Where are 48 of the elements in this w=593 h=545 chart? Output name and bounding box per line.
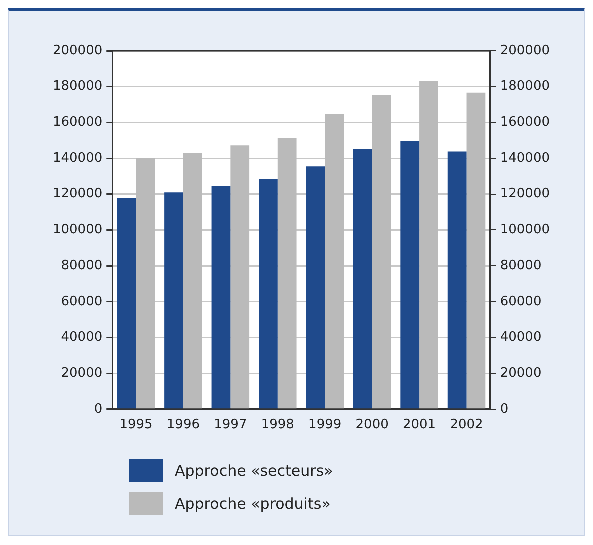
x-tick-label: 1998 <box>261 418 294 433</box>
bar <box>400 141 420 409</box>
y-tick-label: 60000 <box>500 294 542 310</box>
legend-label: Approche «produits» <box>175 494 331 512</box>
bar <box>278 138 297 409</box>
y2-tick-label: 200000 <box>52 43 103 58</box>
x-tick-label: 2000 <box>356 418 389 433</box>
y2-tick-label: 140000 <box>52 150 103 166</box>
bar <box>466 92 486 409</box>
bar <box>353 150 372 409</box>
y-tick-label: 160000 <box>500 115 550 130</box>
x-tick-label: 1996 <box>166 418 200 433</box>
y-tick-label: 100000 <box>500 222 550 238</box>
y-tick-label: 80000 <box>500 258 542 274</box>
y2-tick-label: 80000 <box>61 258 103 274</box>
y-tick-label: 180000 <box>500 79 550 94</box>
y2-tick-label: 60000 <box>61 294 103 310</box>
y2-tick-label: 40000 <box>61 330 103 346</box>
bar <box>259 179 278 409</box>
bar <box>183 152 202 409</box>
y-tick-label: 120000 <box>500 186 550 202</box>
y2-tick-label: 180000 <box>52 79 103 94</box>
bar <box>420 81 438 409</box>
legend-label: Approche «secteurs» <box>175 462 334 480</box>
y2-tick-label: 100000 <box>52 222 103 238</box>
x-tick-label: 1997 <box>214 418 248 433</box>
bar <box>372 95 392 409</box>
y2-tick-label: 0 <box>94 402 103 417</box>
bar <box>306 166 326 409</box>
bar <box>117 198 136 409</box>
y-tick-label: 20000 <box>500 366 542 381</box>
bar <box>448 152 467 409</box>
bar <box>230 146 250 409</box>
y2-tick-label: 120000 <box>52 186 103 202</box>
x-tick-label: 1999 <box>308 418 342 433</box>
y-tick-label: 140000 <box>500 150 550 166</box>
x-tick-label: 1995 <box>120 418 153 433</box>
y-tick-label: 0 <box>500 402 509 417</box>
y2-tick-label: 160000 <box>52 115 103 130</box>
y-tick-label: 200000 <box>500 43 550 58</box>
y2-tick-label: 20000 <box>61 366 103 381</box>
bar <box>136 158 156 409</box>
y-tick-label: 40000 <box>500 330 542 346</box>
x-tick-label: 2001 <box>403 418 436 433</box>
bar <box>325 114 344 409</box>
bar <box>164 192 184 409</box>
bar <box>212 186 231 409</box>
x-tick-label: 2002 <box>450 418 484 433</box>
